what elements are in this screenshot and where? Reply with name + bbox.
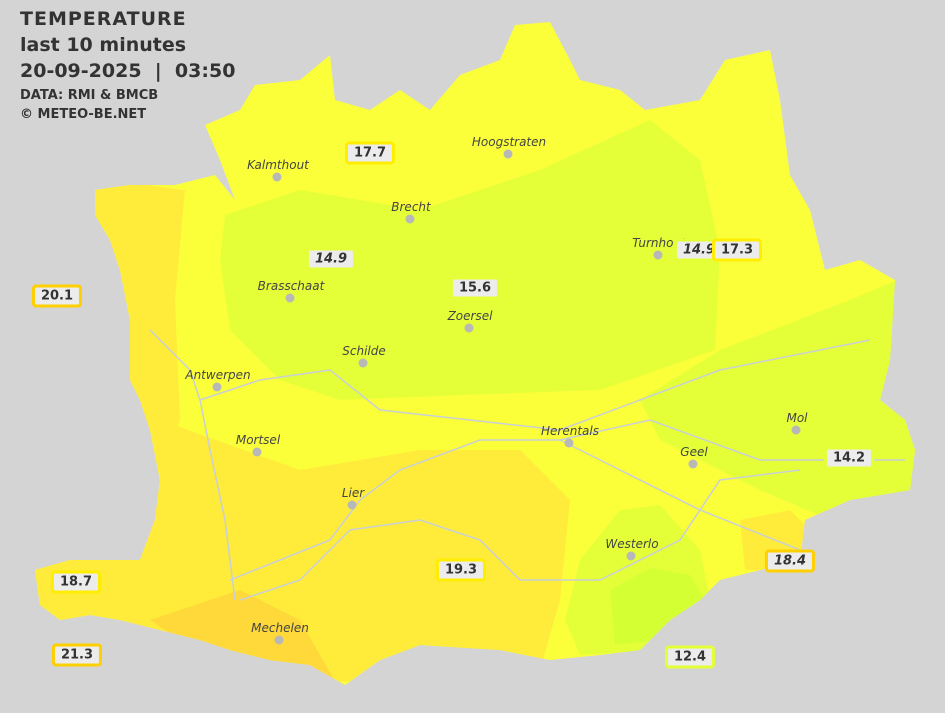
city-dot: [791, 425, 801, 435]
city-label: Antwerpen: [185, 368, 251, 382]
city-dot: [252, 447, 262, 457]
city-label: Westerlo: [605, 537, 659, 551]
station-temperature[interactable]: 12.4: [664, 645, 716, 669]
station-temperature[interactable]: 20.1: [31, 284, 83, 308]
map-subtitle: last 10 minutes: [20, 34, 187, 56]
city-dot: [464, 323, 474, 333]
city-dot: [653, 250, 663, 260]
city-dot: [285, 293, 295, 303]
city-dot: [347, 500, 357, 510]
station-temperature[interactable]: 19.3: [435, 558, 487, 582]
station-temperature[interactable]: 15.6: [449, 276, 501, 300]
city-label: Brecht: [391, 200, 431, 214]
city-label: Brasschaat: [257, 279, 325, 293]
station-temperature[interactable]: 14.9: [305, 247, 357, 271]
station-temperature[interactable]: 17.7: [344, 141, 396, 165]
map-datetime: 20-09-2025 | 03:50: [20, 60, 236, 82]
city-dot: [503, 149, 513, 159]
station-temperature[interactable]: 14.2: [823, 446, 875, 470]
map-title: TEMPERATURE: [20, 8, 187, 30]
station-temperature[interactable]: 17.3: [711, 238, 763, 262]
city-label: Mechelen: [251, 621, 309, 635]
city-dot: [626, 551, 636, 561]
city-label: Herentals: [541, 424, 599, 438]
station-temperature[interactable]: 14.9: [673, 238, 725, 262]
city-label: Geel: [680, 445, 708, 459]
copyright: © METEO-BE.NET: [20, 107, 147, 122]
city-label: Lier: [341, 486, 365, 500]
city-dot: [564, 438, 574, 448]
station-temperature[interactable]: 21.3: [51, 643, 103, 667]
city-label: Kalmthout: [247, 158, 309, 172]
city-label: Zoersel: [447, 309, 493, 323]
city-dot: [405, 214, 415, 224]
city-dot: [688, 459, 698, 469]
city-dot: [212, 382, 222, 392]
zone-central-lime: [220, 120, 720, 400]
city-dot: [272, 172, 282, 182]
city-label: Mortsel: [235, 433, 281, 447]
city-dot: [274, 635, 284, 645]
station-temperature[interactable]: 18.7: [50, 570, 102, 594]
city-label: Mol: [786, 411, 808, 425]
rivers-canals: [149, 329, 905, 601]
zone-cold-lime: [610, 568, 705, 645]
station-temperature[interactable]: 18.4: [764, 549, 816, 573]
city-label: Turnhout: [632, 236, 686, 250]
city-dot: [358, 358, 368, 368]
data-source: DATA: RMI & BMCB: [20, 88, 159, 103]
city-label: Hoogstraten: [471, 135, 547, 149]
city-label: Schilde: [342, 344, 386, 358]
